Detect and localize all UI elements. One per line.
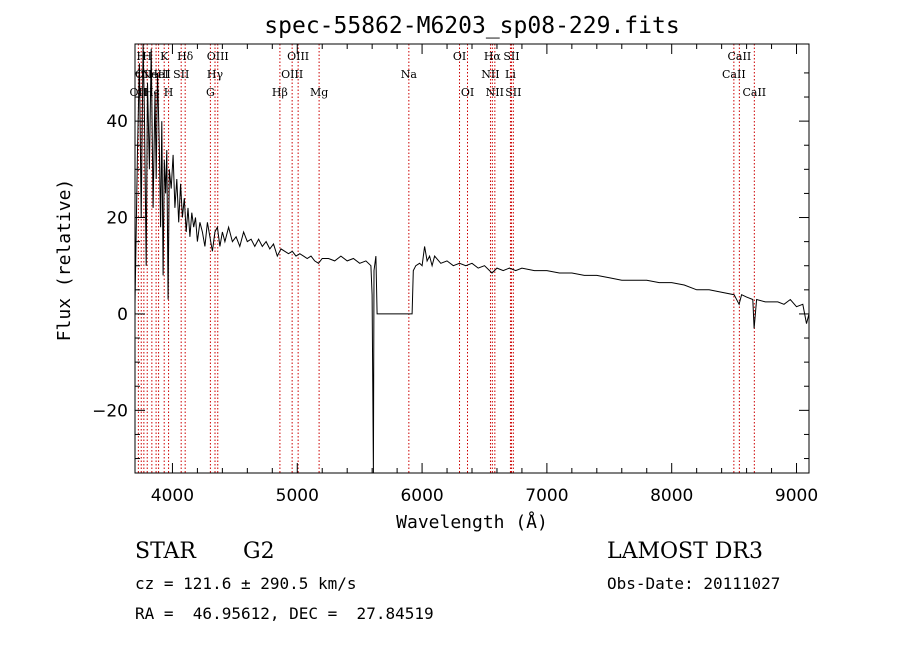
y-tick-label-40: 40 — [106, 112, 128, 132]
emission-line-labels: OIIHOIIHHϵNeIIIHeIKHSIIHδGHγOIIIHβOIIIOI… — [130, 50, 767, 99]
line-label-26: SII — [505, 86, 521, 99]
object-class: STAR — [135, 539, 196, 564]
line-label-8: H — [164, 86, 174, 99]
line-label-20: OI — [461, 86, 474, 99]
line-label-9: SII — [173, 68, 189, 81]
emission-line-markers — [137, 44, 755, 473]
spectrum-line — [134, 43, 810, 474]
line-label-23: NII — [486, 86, 504, 99]
line-label-11: G — [206, 86, 215, 99]
line-label-22: Hα — [484, 50, 502, 63]
line-label-10: Hδ — [177, 50, 194, 63]
x-tick-label-6000: 6000 — [400, 486, 443, 506]
y-tick-label-20: 20 — [106, 209, 128, 229]
redshift-velocity: cz = 121.6 ± 290.5 km/s — [135, 574, 357, 593]
line-label-25: SII — [503, 50, 519, 63]
x-axis-label: Wavelength (Å) — [396, 511, 548, 533]
x-tick-label-5000: 5000 — [276, 486, 319, 506]
line-label-24: Li — [505, 68, 516, 81]
line-label-15: OIII — [281, 68, 303, 81]
line-label-6: HeI — [148, 68, 168, 81]
chart-title: spec-55862-M6203_sp08-229.fits — [264, 13, 679, 39]
x-tick-label-4000: 4000 — [151, 486, 194, 506]
y-tick-label-0: 0 — [117, 305, 128, 325]
line-label-19: OI — [453, 50, 466, 63]
line-label-18: Na — [401, 68, 418, 81]
observation-date: Obs-Date: 20111027 — [607, 574, 781, 593]
coordinates: RA = 46.95612, DEC = 27.84519 — [135, 604, 434, 623]
line-label-16: OIII — [287, 50, 309, 63]
line-label-5: NeIII — [142, 68, 171, 81]
x-axis-ticks: 4000 5000 6000 7000 8000 9000 — [151, 44, 818, 506]
object-subclass: G2 — [243, 539, 275, 564]
y-axis-label: Flux (relative) — [54, 179, 75, 342]
y-tick-label--20: −20 — [92, 401, 128, 421]
line-label-28: CaII — [728, 50, 752, 63]
line-label-29: CaII — [742, 86, 766, 99]
line-label-17: Mg — [310, 86, 328, 99]
line-label-13: OIII — [207, 50, 229, 63]
line-label-27: CaII — [722, 68, 746, 81]
line-label-14: Hβ — [272, 86, 288, 99]
x-tick-label-9000: 9000 — [775, 486, 818, 506]
line-label-12: Hγ — [207, 68, 224, 81]
plot-frame — [134, 43, 810, 474]
line-label-7: K — [160, 50, 169, 63]
x-tick-label-8000: 8000 — [650, 486, 693, 506]
line-label-1: H — [136, 50, 146, 63]
survey-name: LAMOST DR3 — [607, 539, 763, 564]
y-axis-ticks: −20 0 20 40 — [92, 72, 809, 460]
line-label-3: H — [142, 50, 152, 63]
x-tick-label-7000: 7000 — [525, 486, 568, 506]
line-label-21: NII — [481, 68, 499, 81]
